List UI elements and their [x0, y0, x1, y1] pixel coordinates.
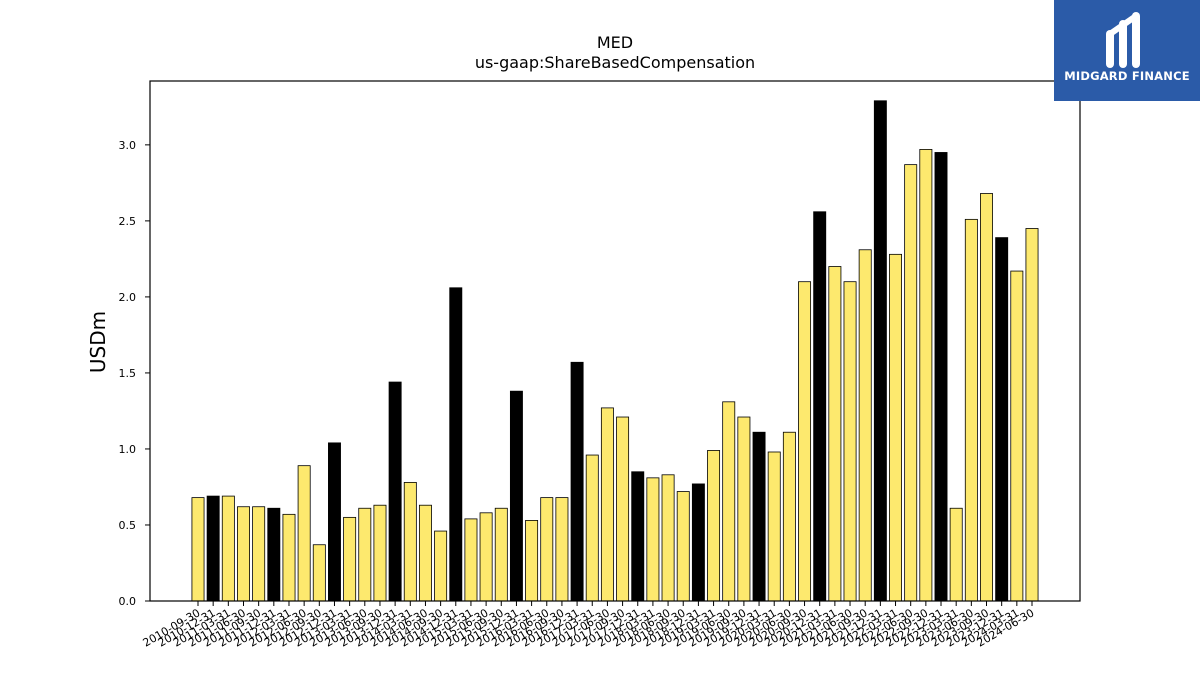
- y-tick-label: 2.5: [119, 215, 137, 228]
- bar-2021-09-30: [858, 249, 872, 602]
- bar-2011-12-31: [267, 507, 281, 602]
- bar-2013-12-31: [388, 381, 402, 602]
- bar-2010-09-30: [191, 497, 205, 602]
- bar-2022-12-31: [934, 152, 948, 602]
- bar-2012-06-30: [297, 465, 311, 602]
- bar-2013-06-30: [358, 507, 372, 602]
- y-tick-label: 1.5: [119, 367, 137, 380]
- y-axis-label: USDm: [86, 311, 110, 373]
- bar-2023-06-30: [964, 218, 978, 602]
- y-axis-ticks: 0.0 0.5 1.0 1.5 2.0 2.5 3.0: [119, 139, 150, 608]
- y-tick-label: 1.0: [119, 443, 137, 456]
- bar-2020-09-30: [798, 281, 812, 602]
- bar-2011-06-30: [237, 506, 250, 602]
- bar-2021-06-30: [843, 281, 857, 602]
- bar-2014-09-30: [434, 530, 448, 602]
- bar-2024-03-31: [1010, 270, 1024, 602]
- midgard-logo-icon: [1106, 12, 1140, 68]
- bar-2015-12-31: [509, 390, 523, 602]
- bar-2023-09-30: [980, 193, 993, 602]
- y-tick-label: 0.0: [119, 595, 137, 608]
- bar-2020-03-31: [767, 451, 781, 602]
- bar-2012-03-31: [282, 513, 296, 602]
- bar-2016-09-30: [555, 497, 569, 602]
- bar-2014-06-30: [418, 504, 432, 602]
- bar-2015-06-30: [479, 512, 493, 602]
- bar-2012-09-30: [312, 544, 326, 602]
- bar-2016-12-31: [570, 361, 584, 602]
- chart-title: MED: [597, 33, 633, 52]
- bar-2016-06-30: [540, 497, 554, 602]
- bar-2019-03-31: [707, 450, 721, 602]
- bar-2017-12-31: [631, 471, 645, 602]
- plot-frame: [149, 80, 1081, 602]
- bar-2015-03-31: [464, 518, 478, 602]
- bar-2022-03-31: [889, 253, 902, 602]
- bar-2017-03-31: [585, 454, 599, 602]
- bar-2018-12-31: [691, 483, 705, 602]
- brand-logo: MIDGARD FINANCE: [1054, 0, 1200, 101]
- bar-2020-06-30: [782, 431, 796, 602]
- bars-group: [191, 100, 1039, 602]
- bar-2016-03-31: [525, 520, 539, 602]
- bar-2019-09-30: [737, 416, 751, 602]
- bar-2011-03-31: [221, 495, 235, 602]
- y-tick-label: 0.5: [119, 519, 137, 532]
- y-tick-label: 2.0: [119, 291, 137, 304]
- bar-2022-06-30: [904, 164, 918, 602]
- bar-2011-09-30: [252, 506, 266, 602]
- bar-2018-03-31: [646, 477, 660, 602]
- bar-2019-06-30: [722, 401, 736, 602]
- bar-2013-03-31: [343, 516, 357, 602]
- bar-2022-09-30: [919, 149, 933, 602]
- bar-2021-12-31: [873, 100, 887, 602]
- bar-2012-12-31: [328, 442, 341, 602]
- bar-2023-03-31: [949, 507, 963, 602]
- bar-2014-12-31: [449, 287, 463, 602]
- bar-2018-06-30: [661, 474, 675, 602]
- bar-2019-12-31: [752, 431, 766, 602]
- bar-2021-03-31: [828, 266, 842, 602]
- bar-2020-12-31: [813, 211, 827, 602]
- bar-2010-12-31: [206, 495, 220, 602]
- bar-2017-06-30: [600, 407, 614, 602]
- bar-2013-09-30: [373, 504, 387, 602]
- chart-subtitle: us-gaap:ShareBasedCompensation: [475, 53, 755, 72]
- logo-text: MIDGARD FINANCE: [1064, 69, 1190, 83]
- bar-2024-06-30: [1025, 228, 1039, 602]
- bar-2015-09-30: [494, 507, 508, 602]
- bar-2023-12-31: [995, 237, 1009, 602]
- bar-2018-09-30: [676, 491, 690, 602]
- bar-2017-09-30: [616, 416, 630, 602]
- bar-2014-03-31: [403, 481, 417, 602]
- y-tick-label: 3.0: [119, 139, 137, 152]
- x-axis-ticks: 2010-09-302010-12-312011-03-312011-06-30…: [141, 601, 1037, 650]
